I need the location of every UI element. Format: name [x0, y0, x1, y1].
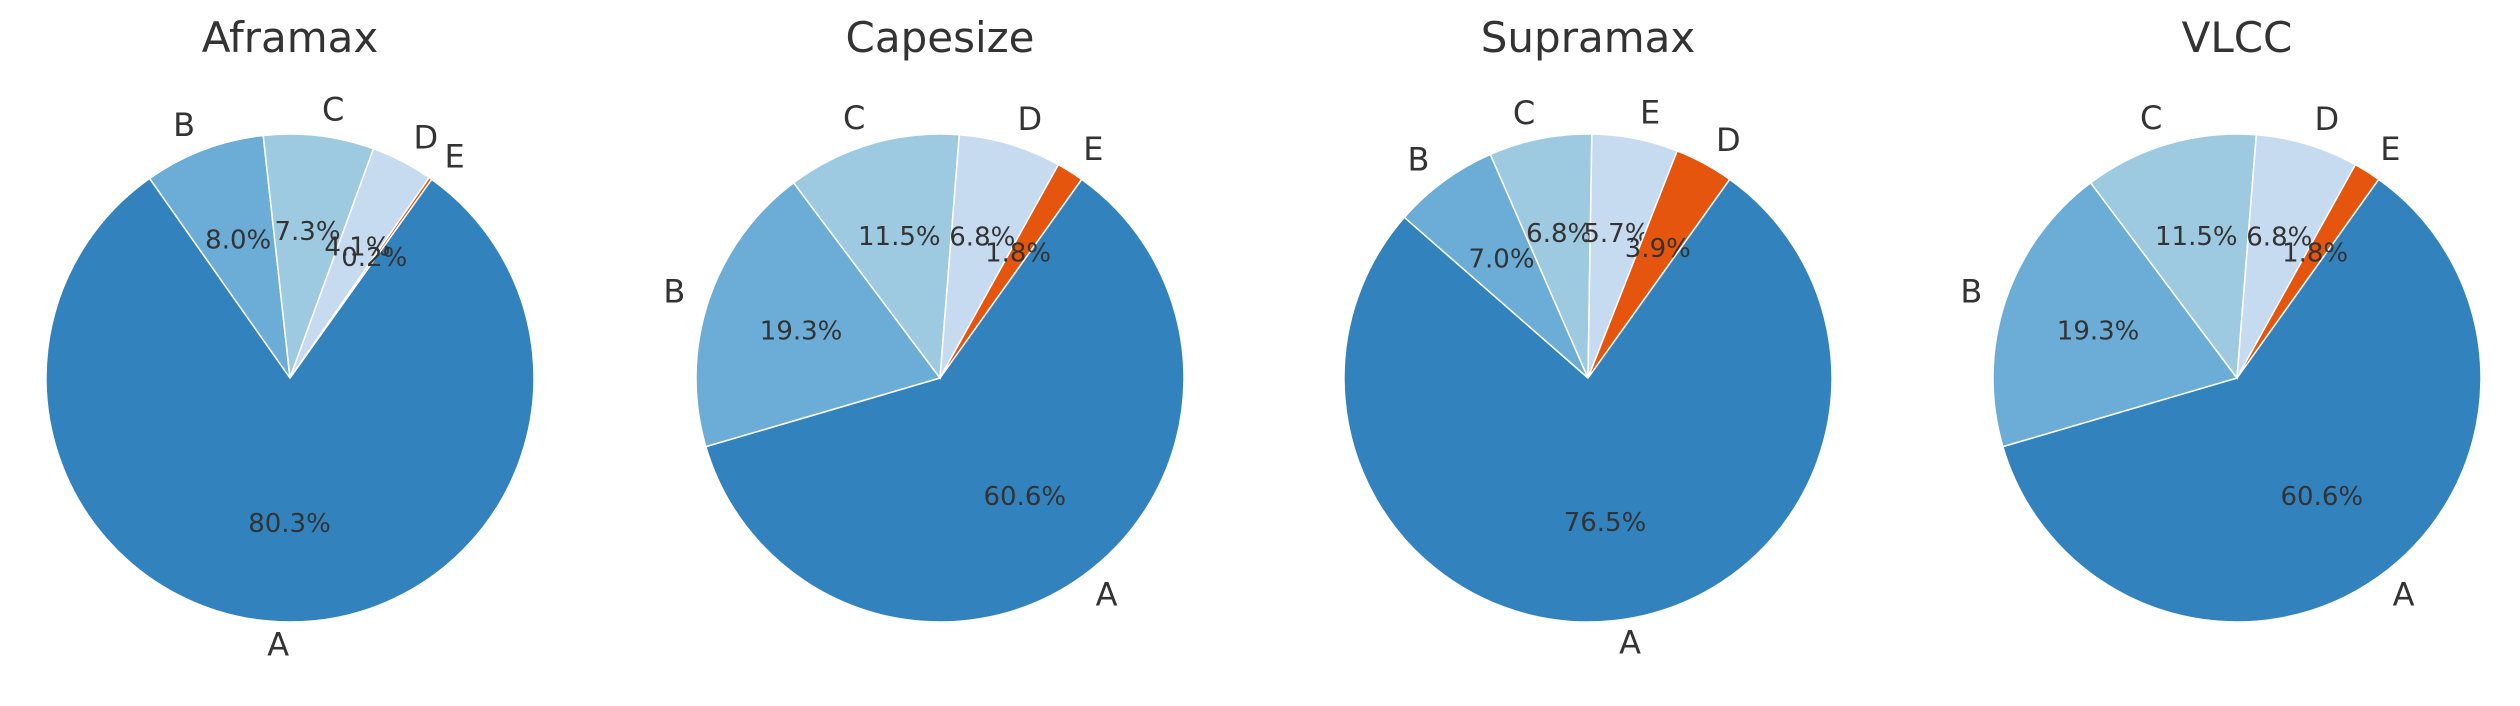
- pie-slice-d: [939, 133, 1060, 379]
- slice-category-label: D: [2315, 100, 2340, 138]
- slice-category-label: E: [1083, 130, 1103, 168]
- pie-slice-b: [1403, 153, 1589, 379]
- chart-title: Aframax: [202, 13, 379, 62]
- pie-slice-a: [1343, 178, 1833, 623]
- pie-slice-c: [1489, 133, 1593, 379]
- pie-chart-capesize: Capesize 60.6% A 19.3% B 11.5% C 6.8% D 1.8% E: [663, 13, 1185, 623]
- pie-chart-aframax: Aframax 80.3% A 8.0% B 7.3% C 4.1% D 0.2% E: [45, 13, 535, 663]
- slice-category-label: D: [1018, 100, 1043, 138]
- slice-category-label: C: [2140, 99, 2162, 137]
- slice-category-label: C: [1513, 94, 1535, 132]
- slice-percent-label: 6.8%: [949, 222, 1015, 252]
- pie-slice-a: [45, 177, 535, 623]
- slice-percent-label: 8.0%: [205, 226, 271, 256]
- slice-category-label: E: [2380, 130, 2400, 168]
- pie-slice-b: [695, 181, 942, 448]
- slice-category-label: C: [322, 91, 344, 129]
- slice-percent-label: 11.5%: [858, 222, 941, 252]
- pie-slice-d: [2236, 133, 2357, 379]
- slice-percent-label: 7.0%: [1468, 244, 1534, 274]
- slice-percent-label: 11.5%: [2155, 222, 2238, 252]
- slice-percent-label: 6.8%: [2246, 222, 2312, 252]
- chart-title: VLCC: [2182, 13, 2293, 62]
- slice-percent-label: 6.8%: [1526, 219, 1592, 249]
- pie-chart-vlcc: VLCC 60.6% A 19.3% B 11.5% C 6.8% D 1.8% E: [1960, 13, 2482, 623]
- slice-category-label: B: [663, 272, 685, 310]
- slice-percent-label: 60.6%: [2280, 482, 2363, 512]
- pie-slice-e: [289, 176, 433, 379]
- slice-category-label: B: [173, 106, 195, 144]
- slice-category-label: E: [445, 138, 465, 176]
- slice-category-label: A: [267, 625, 289, 663]
- pie-slice-b: [148, 134, 291, 379]
- slice-category-label: A: [2393, 576, 2415, 614]
- slice-percent-label: 5.7%: [1583, 219, 1649, 249]
- pie-slice-a: [704, 178, 1185, 623]
- slice-percent-label: 4.1%: [324, 233, 390, 263]
- slice-percent-label: 1.8%: [2282, 239, 2348, 269]
- chart-title: Capesize: [846, 13, 1035, 62]
- slice-percent-label: 1.8%: [985, 239, 1051, 269]
- pie-slice-c: [2089, 133, 2258, 381]
- slice-category-label: C: [843, 99, 865, 137]
- slice-category-label: A: [1096, 576, 1118, 614]
- pie-slice-c: [792, 133, 961, 381]
- slice-percent-label: 80.3%: [248, 509, 331, 539]
- slice-percent-label: 7.3%: [274, 217, 340, 247]
- pie-slice-c: [262, 133, 375, 379]
- slice-category-label: B: [1960, 272, 1982, 310]
- pie-slice-e: [939, 163, 1083, 379]
- chart-title: Supramax: [1481, 13, 1695, 62]
- slice-percent-label: 19.3%: [2057, 316, 2140, 346]
- slice-category-label: D: [1716, 121, 1741, 159]
- slice-percent-label: 76.5%: [1564, 508, 1647, 538]
- pie-chart-supramax: Supramax 76.5% A 7.0% B 6.8% C 5.7% E 3.9% D: [1343, 13, 1833, 662]
- slice-percent-label: 3.9%: [1625, 234, 1691, 264]
- slice-percent-label: 19.3%: [760, 316, 843, 346]
- pie-slice-a: [2001, 178, 2482, 623]
- pie-slice-b: [1992, 181, 2239, 448]
- slice-percent-label: 60.6%: [983, 482, 1066, 512]
- slice-category-label: D: [414, 119, 439, 157]
- slice-percent-label: 0.2%: [341, 243, 407, 273]
- pie-slice-d: [1587, 149, 1731, 379]
- pie-slice-e: [2236, 163, 2380, 379]
- slice-category-label: B: [1407, 140, 1429, 178]
- slice-category-label: A: [1619, 624, 1641, 662]
- slice-category-label: E: [1640, 94, 1660, 132]
